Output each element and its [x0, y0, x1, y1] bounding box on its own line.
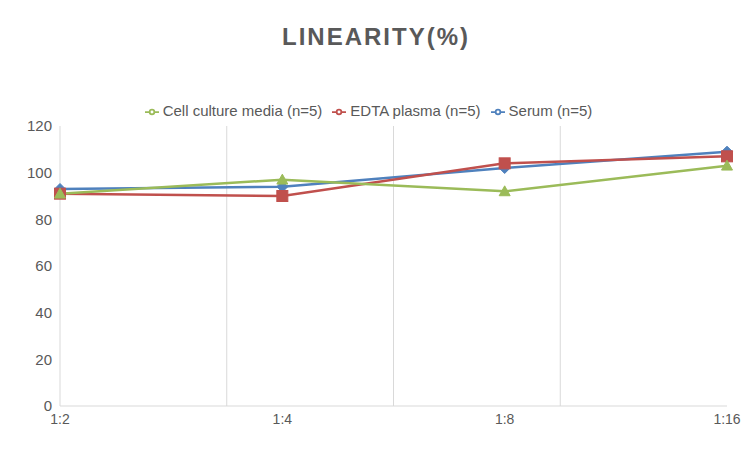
svg-text:80: 80	[35, 211, 52, 228]
html-text:EDTA plasma (n=5): EDTA plasma (n=5)	[350, 102, 481, 119]
svg-text:1:8: 1:8	[495, 411, 515, 427]
svg-text:1:4: 1:4	[273, 411, 293, 427]
html-text:LINEARITY(%): LINEARITY(%)	[282, 23, 470, 50]
svg-text:0: 0	[44, 397, 52, 414]
svg-text:40: 40	[35, 304, 52, 321]
svg-text:1:2: 1:2	[50, 411, 70, 427]
html-text:Cell culture media (n=5): Cell culture media (n=5)	[162, 102, 323, 119]
svg-text:120: 120	[27, 117, 52, 134]
svg-text:100: 100	[27, 164, 52, 181]
svg-text:1:16: 1:16	[713, 411, 740, 427]
svg-text:20: 20	[35, 351, 52, 368]
html-text:Serum (n=5): Serum (n=5)	[508, 102, 593, 119]
svg-text:60: 60	[35, 257, 52, 274]
